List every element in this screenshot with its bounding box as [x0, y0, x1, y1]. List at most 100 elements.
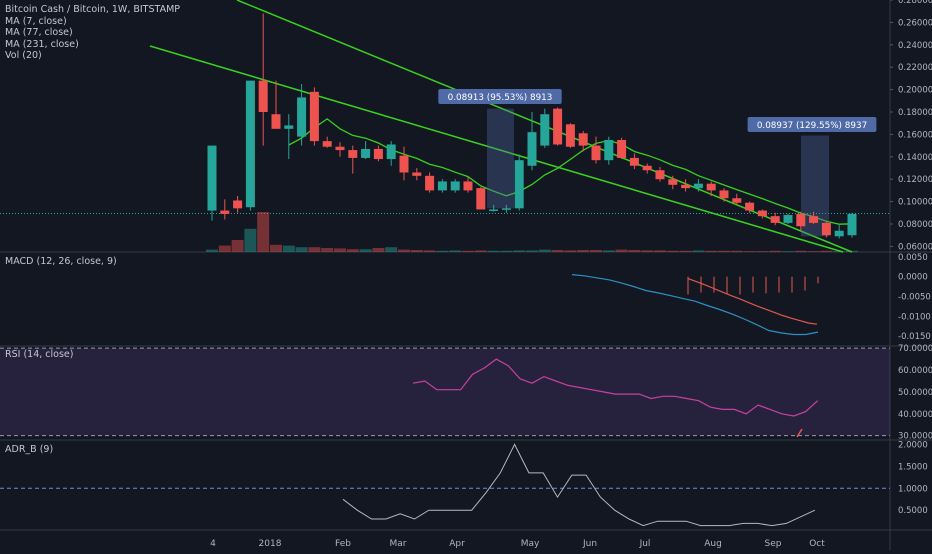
measure-label-1: 0.08913 (95.53%) 8913	[448, 93, 553, 103]
candle-body	[348, 150, 358, 158]
macd-tick-label: 0.0050	[898, 253, 928, 263]
x-tick-label: Feb	[335, 539, 351, 549]
rsi-marker	[796, 428, 803, 438]
candle-body	[642, 165, 652, 171]
volume-bar	[641, 250, 654, 252]
candle-body	[373, 148, 383, 160]
volume-bar	[372, 248, 385, 252]
candle-body	[655, 170, 665, 180]
macd-tick-label: -0.0150	[898, 332, 931, 342]
rsi-line	[412, 358, 819, 417]
x-tick-label: May	[521, 539, 540, 549]
volume-bar	[359, 249, 372, 252]
candle-body	[258, 80, 268, 112]
candle-body	[732, 198, 742, 203]
volume-bar	[730, 250, 743, 252]
rsi-tick-label: 40.0000	[898, 410, 932, 420]
measure-label-2: 0.08937 (129.55%) 8937	[757, 121, 867, 131]
volume-bar	[551, 250, 564, 252]
measure-labels: 0.08913 (95.53%) 8913 0.08937 (129.55%) 8…	[438, 89, 877, 132]
candle-body	[604, 140, 614, 161]
y-tick-label: 0.12000	[898, 175, 932, 185]
volume-bar	[423, 250, 436, 252]
candle-body	[757, 210, 767, 217]
x-tick-label: Jun	[582, 539, 597, 549]
y-tick-label: 0.26000	[898, 18, 932, 28]
candle-body	[309, 91, 319, 142]
candle-body	[565, 124, 575, 147]
volume-bar	[257, 212, 270, 252]
volume-bar	[794, 250, 807, 252]
volume-bar	[398, 249, 410, 252]
candle-body	[450, 181, 460, 191]
candle-body	[540, 114, 550, 146]
legend-title[interactable]: Bitcoin Cash / Bitcoin, 1W, BITSTAMP	[5, 4, 180, 15]
volume-bar	[756, 251, 769, 252]
rsi-tick-label: 70.0000	[898, 344, 932, 354]
x-tick-label: Oct	[809, 539, 825, 549]
volume-bar	[270, 244, 282, 252]
candle-body	[834, 230, 844, 237]
volume-bar	[206, 249, 218, 252]
volume-bar	[218, 245, 231, 252]
candle-body	[284, 125, 294, 129]
volume-bar	[769, 250, 782, 252]
volume-bar	[807, 251, 820, 252]
candle-body	[245, 80, 255, 208]
legend-ma231[interactable]: MA (231, close)	[5, 38, 79, 50]
legend-ma7[interactable]: MA (7, close)	[5, 15, 67, 27]
macd-tick-label: -0.0100	[898, 312, 931, 322]
candle-body	[617, 140, 627, 158]
candle-body	[425, 175, 435, 191]
candle-body	[847, 213, 857, 236]
candle-body	[706, 183, 716, 191]
y-tick-label: 0.24000	[898, 41, 932, 51]
volume-bar	[231, 240, 244, 252]
candle-body	[578, 133, 588, 146]
adr-line	[342, 443, 816, 527]
legend-vol[interactable]: Vol (20)	[5, 50, 42, 61]
candle-body	[629, 157, 639, 166]
adr-legend[interactable]: ADR_B (9)	[5, 444, 54, 455]
legend-ma77[interactable]: MA (77, close)	[5, 27, 73, 38]
volume-bar	[436, 250, 449, 252]
candle-body	[514, 160, 524, 209]
y-tick-label: 0.10000	[898, 198, 932, 208]
volume-bar	[705, 250, 718, 252]
candle-body	[745, 202, 755, 211]
candle-body	[553, 108, 563, 145]
volume-bar	[334, 248, 346, 252]
y-tick-label: 0.18000	[898, 108, 932, 118]
candle-body	[386, 144, 396, 160]
macd-tick-label: -0.0050	[898, 292, 931, 302]
candle-body	[719, 190, 729, 199]
candlesticks	[207, 13, 857, 239]
volume-bar	[282, 245, 295, 252]
volume-bar	[743, 251, 756, 252]
candle-body	[489, 209, 499, 211]
volume-bar	[410, 250, 423, 252]
macd-tick-label: 0.0000	[898, 273, 928, 283]
macd-legend[interactable]: MACD (12, 26, close, 9)	[5, 256, 117, 267]
volume-bar	[564, 250, 577, 252]
rsi-legend[interactable]: RSI (14, close)	[5, 349, 74, 360]
measure-label-2-bg	[747, 117, 877, 132]
candle-body	[437, 181, 447, 191]
macd-line	[571, 274, 819, 336]
candle-body	[770, 216, 780, 223]
candle-body	[681, 184, 691, 189]
price-axis[interactable]: 4 2018 Feb Mar Apr May Jun Jul Aug Sep Oct 0.28000 0…	[210, 0, 932, 549]
rsi-band	[0, 348, 890, 436]
volume-bar	[718, 250, 730, 252]
candle-body	[783, 215, 793, 223]
volume-bar	[244, 228, 257, 252]
y-tick-label: 0.16000	[898, 130, 932, 140]
volume-bar	[295, 247, 308, 252]
y-tick-label: 0.14000	[898, 153, 932, 163]
volume-bar	[602, 250, 615, 252]
measure-label-1-bg	[438, 89, 562, 104]
trend-line-lower	[149, 45, 844, 253]
volume-bar	[590, 250, 602, 252]
